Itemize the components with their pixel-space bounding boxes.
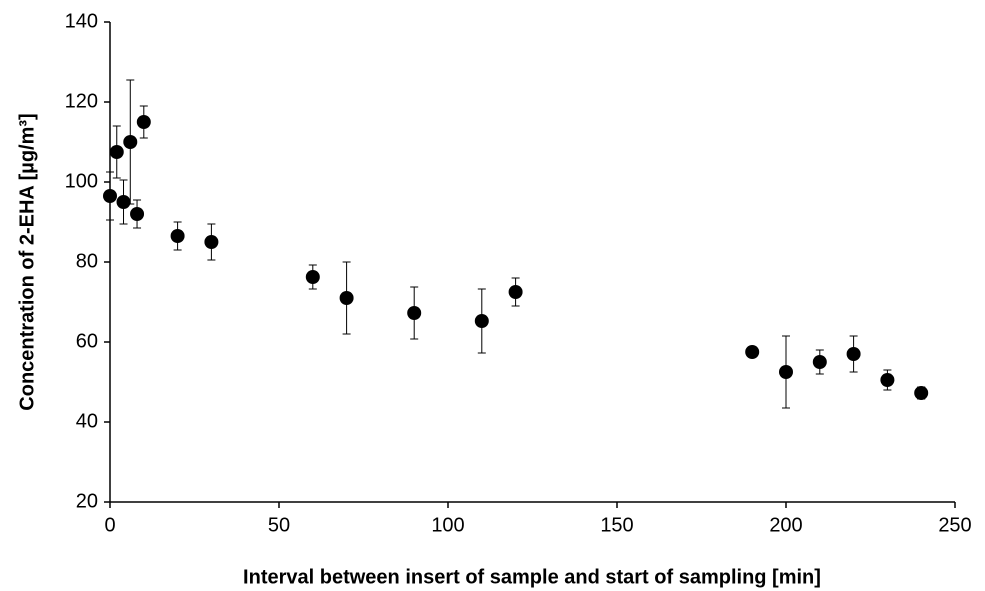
point	[109, 145, 124, 159]
y-axis-title: Concentration of 2-EHA [µg/m³]	[16, 113, 38, 410]
point	[305, 270, 320, 284]
point	[846, 347, 861, 361]
x-tick-label: 250	[938, 514, 971, 536]
point	[474, 314, 489, 328]
y-tick-label: 60	[76, 330, 98, 352]
point	[103, 189, 117, 203]
point	[914, 386, 929, 400]
x-tick-label: 200	[769, 514, 802, 536]
y-tick-label: 40	[76, 410, 98, 432]
point	[170, 229, 185, 243]
point	[130, 207, 145, 221]
y-tick-label: 80	[76, 250, 98, 272]
x-tick-label: 0	[104, 514, 115, 536]
point	[339, 291, 354, 305]
x-axis-title: Interval between insert of sample and st…	[243, 566, 821, 588]
point	[136, 115, 151, 129]
x-tick-label: 100	[431, 514, 464, 536]
point	[204, 235, 219, 249]
point	[779, 365, 793, 379]
point	[508, 285, 523, 299]
point	[407, 306, 422, 320]
x-tick-label: 150	[600, 514, 633, 536]
point	[116, 195, 131, 209]
x-tick-label: 50	[268, 514, 290, 536]
point	[745, 345, 760, 359]
y-tick-label: 120	[65, 90, 98, 112]
y-tick-label: 20	[76, 490, 98, 512]
point	[812, 355, 827, 369]
point	[123, 135, 138, 149]
point	[880, 373, 895, 387]
y-tick-label: 100	[65, 170, 98, 192]
y-tick-label: 140	[65, 10, 98, 32]
